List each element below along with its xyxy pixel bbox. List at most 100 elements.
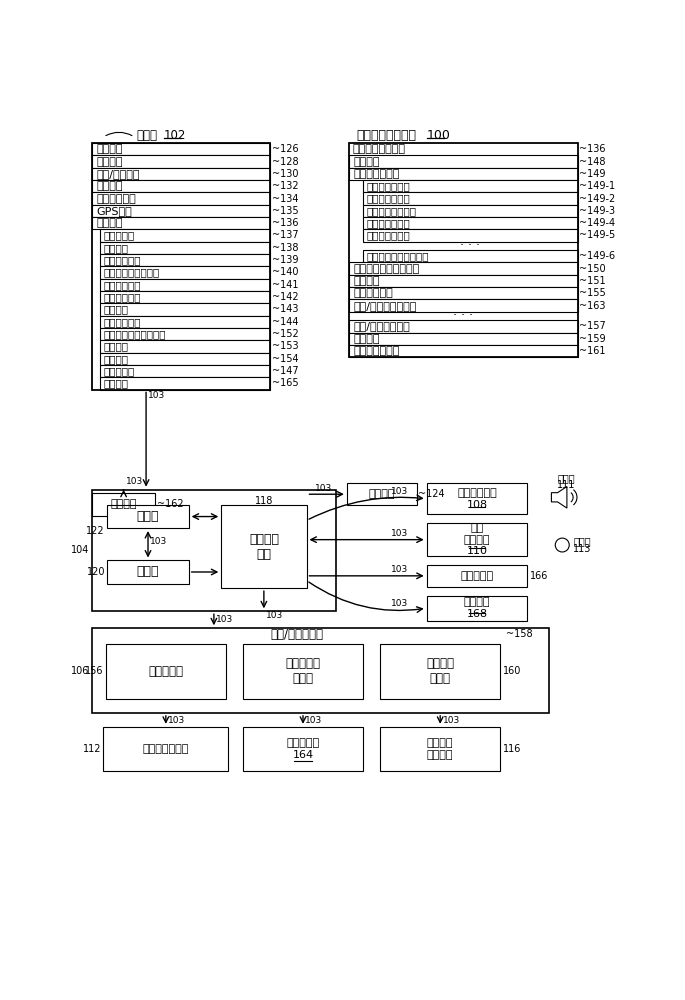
Text: 视频和音乐播放器模块: 视频和音乐播放器模块 (103, 329, 166, 339)
Text: 日历模块: 日历模块 (353, 157, 380, 167)
Text: 声音/音频录制器模块: 声音/音频录制器模块 (353, 301, 417, 311)
FancyBboxPatch shape (103, 727, 228, 771)
Text: ~143: ~143 (272, 304, 298, 314)
Text: 便笺模块: 便笺模块 (103, 341, 129, 351)
Text: ~140: ~140 (272, 267, 298, 277)
Text: 射频电路系统
108: 射频电路系统 108 (457, 488, 497, 510)
Text: ~163: ~163 (580, 301, 606, 311)
FancyBboxPatch shape (92, 192, 270, 205)
Text: 字典桌面小程序: 字典桌面小程序 (367, 231, 411, 240)
FancyBboxPatch shape (92, 180, 270, 192)
FancyBboxPatch shape (349, 262, 577, 275)
Text: 103: 103 (391, 487, 408, 496)
Text: 103: 103 (216, 615, 234, 624)
FancyBboxPatch shape (99, 316, 270, 328)
Text: 光学传感器
控制器: 光学传感器 控制器 (286, 657, 321, 685)
Text: ~124: ~124 (418, 489, 445, 499)
Text: ~157: ~157 (580, 321, 606, 331)
FancyBboxPatch shape (92, 155, 270, 168)
Text: 100: 100 (427, 129, 451, 142)
Text: ~149-1: ~149-1 (580, 181, 615, 191)
Text: ~136: ~136 (272, 218, 298, 228)
Text: 电话模块: 电话模块 (103, 243, 129, 253)
FancyBboxPatch shape (243, 727, 363, 771)
Text: 操作系统: 操作系统 (97, 144, 123, 154)
FancyBboxPatch shape (99, 254, 270, 266)
FancyBboxPatch shape (349, 345, 577, 357)
Text: 111: 111 (557, 480, 575, 490)
Text: 156: 156 (85, 666, 103, 676)
Text: ~134: ~134 (272, 194, 298, 204)
Text: ~149-6: ~149-6 (580, 251, 615, 261)
FancyBboxPatch shape (99, 377, 270, 389)
Text: 地图模块: 地图模块 (103, 354, 129, 364)
FancyBboxPatch shape (99, 266, 270, 279)
Text: ~152: ~152 (272, 329, 299, 339)
Text: 103: 103 (391, 599, 408, 608)
FancyBboxPatch shape (363, 180, 577, 192)
Text: 122: 122 (86, 526, 105, 536)
Text: ~155: ~155 (580, 288, 606, 298)
Text: 输入/输出子系统: 输入/输出子系统 (271, 628, 324, 641)
Text: 接近传感器: 接近传感器 (460, 571, 494, 581)
Text: 图形模块: 图形模块 (97, 181, 123, 191)
Text: 显示控制器: 显示控制器 (149, 665, 184, 678)
Text: 加速度计
168: 加速度计 168 (464, 597, 490, 619)
Text: 接触/移动模块: 接触/移动模块 (97, 169, 140, 179)
FancyBboxPatch shape (347, 483, 416, 505)
Text: 120: 120 (86, 567, 105, 577)
Text: 103: 103 (443, 716, 460, 725)
FancyBboxPatch shape (99, 365, 270, 377)
Text: 音频
电路系统
110: 音频 电路系统 110 (464, 523, 490, 556)
Text: 106: 106 (71, 666, 90, 676)
Text: · · ·: · · · (453, 309, 473, 322)
Text: 图像管理模块: 图像管理模块 (103, 317, 141, 327)
FancyBboxPatch shape (349, 287, 577, 299)
FancyBboxPatch shape (349, 168, 577, 180)
FancyBboxPatch shape (221, 505, 306, 588)
Text: GPS模块: GPS模块 (97, 206, 132, 216)
Text: 104: 104 (71, 545, 90, 555)
Text: ~149-2: ~149-2 (580, 194, 616, 204)
Text: ~130: ~130 (272, 169, 298, 179)
FancyBboxPatch shape (349, 299, 577, 312)
Text: 处理器: 处理器 (137, 565, 159, 578)
Text: 存储器: 存储器 (136, 129, 157, 142)
Text: 103: 103 (168, 716, 186, 725)
Text: ~142: ~142 (272, 292, 298, 302)
FancyBboxPatch shape (105, 644, 226, 699)
Text: 即时消息模块: 即时消息模块 (103, 280, 141, 290)
Text: 118: 118 (255, 496, 273, 506)
Text: 166: 166 (530, 571, 548, 581)
Text: 103: 103 (126, 477, 143, 486)
Text: ~135: ~135 (272, 206, 298, 216)
Text: 用户创建的桌面小程序: 用户创建的桌面小程序 (367, 251, 429, 261)
Text: ~128: ~128 (272, 157, 298, 167)
Text: ~159: ~159 (580, 334, 606, 344)
Text: ~150: ~150 (580, 264, 606, 274)
Text: 103: 103 (150, 537, 168, 546)
Text: 锻炼支持模块: 锻炼支持模块 (103, 292, 141, 302)
FancyBboxPatch shape (363, 229, 577, 242)
FancyBboxPatch shape (108, 560, 188, 584)
Text: ~137: ~137 (272, 231, 298, 240)
Text: 外围设备
接口: 外围设备 接口 (249, 533, 279, 561)
FancyBboxPatch shape (380, 644, 500, 699)
Text: ~153: ~153 (272, 341, 298, 351)
FancyBboxPatch shape (427, 483, 527, 514)
Text: ~139: ~139 (272, 255, 298, 265)
Text: 桌面小程序创建器模块: 桌面小程序创建器模块 (353, 264, 420, 274)
Text: 116: 116 (503, 744, 521, 754)
Text: 102: 102 (164, 129, 186, 142)
FancyBboxPatch shape (380, 727, 500, 771)
Text: 160: 160 (503, 666, 521, 676)
Text: 股市桌面小程序: 股市桌面小程序 (367, 194, 411, 204)
Text: 103: 103 (391, 529, 408, 538)
Text: 103: 103 (315, 484, 332, 493)
FancyBboxPatch shape (349, 275, 577, 287)
Text: ~149-4: ~149-4 (580, 218, 615, 228)
Text: 扬声器: 扬声器 (558, 473, 575, 483)
Text: 相机模块: 相机模块 (103, 304, 129, 314)
Text: ~144: ~144 (272, 317, 298, 327)
Text: 天气桌面小程序: 天气桌面小程序 (367, 181, 411, 191)
